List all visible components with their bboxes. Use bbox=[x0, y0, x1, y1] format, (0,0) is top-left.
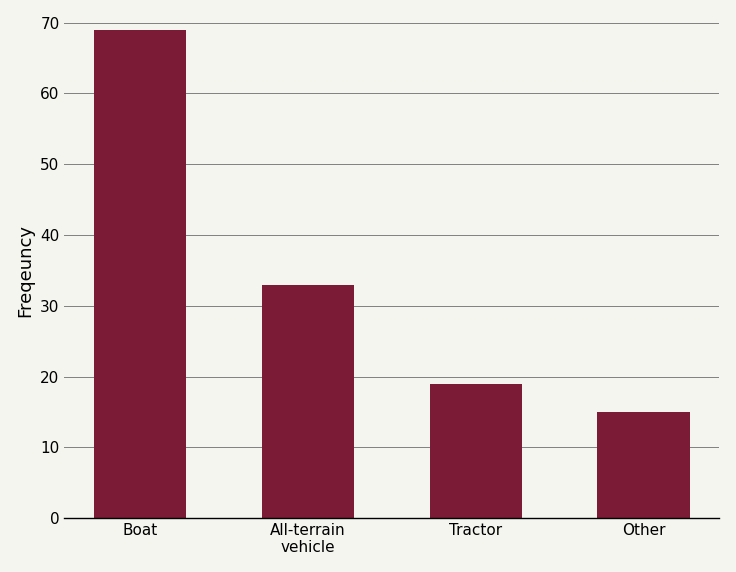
Bar bbox=[94, 30, 186, 518]
Bar bbox=[598, 412, 690, 518]
Bar bbox=[262, 284, 354, 518]
Bar bbox=[430, 384, 522, 518]
Y-axis label: Freqeuncy: Freqeuncy bbox=[17, 224, 35, 317]
